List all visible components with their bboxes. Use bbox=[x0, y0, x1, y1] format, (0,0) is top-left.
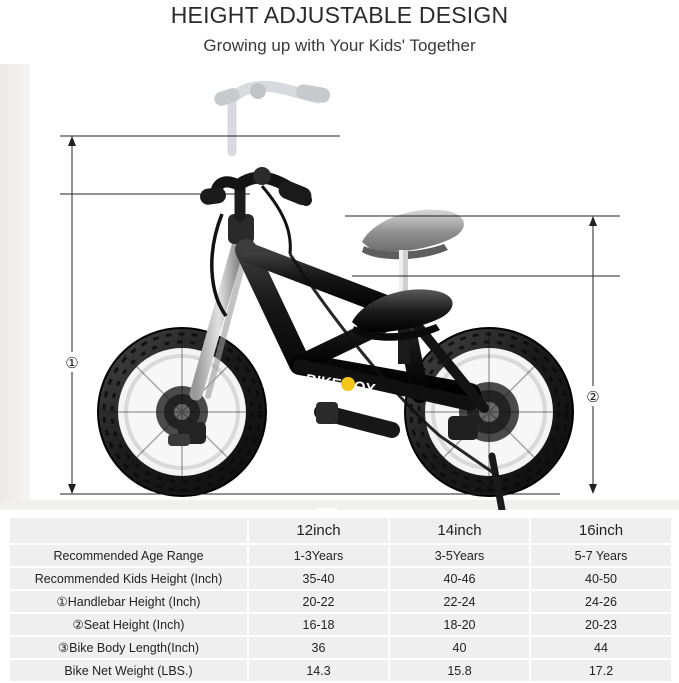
row-value: 40 bbox=[388, 635, 531, 660]
row-value: 40-46 bbox=[388, 566, 531, 591]
table-row: ③Bike Body Length(Inch) 36 40 44 bbox=[8, 635, 673, 660]
row-value: 1-3Years bbox=[247, 543, 390, 568]
column-header-14inch: 14inch bbox=[388, 516, 531, 545]
row-value: 18-20 bbox=[388, 612, 531, 637]
row-value: 35-40 bbox=[247, 566, 390, 591]
spec-table-container: 12inch 14inch 16inch Recommended Age Ran… bbox=[8, 516, 673, 683]
kickstand bbox=[488, 452, 506, 510]
table-row: Bike Net Weight (LBS.) 14.3 15.8 17.2 bbox=[8, 658, 673, 683]
column-header-12inch: 12inch bbox=[247, 516, 390, 545]
front-brake bbox=[168, 422, 206, 446]
bike-illustration: BIKE OY bbox=[97, 80, 574, 510]
column-header-16inch: 16inch bbox=[529, 516, 673, 545]
handlebar bbox=[200, 167, 312, 318]
row-label: Bike Net Weight (LBS.) bbox=[8, 658, 249, 683]
row-value: 22-24 bbox=[388, 589, 531, 614]
row-label: ②Seat Height (Inch) bbox=[8, 612, 249, 637]
row-value: 16-18 bbox=[247, 612, 390, 637]
row-value: 5-7 Years bbox=[529, 543, 673, 568]
table-row: ②Seat Height (Inch) 16-18 18-20 20-23 bbox=[8, 612, 673, 637]
table-row: Recommended Kids Height (Inch) 35-40 40-… bbox=[8, 566, 673, 591]
spec-table: 12inch 14inch 16inch Recommended Age Ran… bbox=[8, 516, 673, 683]
rear-brake bbox=[448, 416, 478, 440]
brake-cable bbox=[288, 253, 499, 478]
row-label: Recommended Kids Height (Inch) bbox=[8, 566, 249, 591]
table-corner-cell bbox=[8, 516, 249, 545]
table-row: ①Handlebar Height (Inch) 20-22 22-24 24-… bbox=[8, 589, 673, 614]
background-gradient bbox=[0, 64, 30, 510]
row-value: 44 bbox=[529, 635, 673, 660]
footrest bbox=[314, 402, 400, 438]
table-row: Recommended Age Range 1-3Years 3-5Years … bbox=[8, 543, 673, 568]
callout-2: ② bbox=[586, 389, 599, 406]
svg-text:BIKE: BIKE bbox=[304, 371, 342, 393]
seat-assembly bbox=[352, 289, 453, 364]
page-subtitle: Growing up with Your Kids' Together bbox=[203, 36, 476, 55]
svg-text:OY: OY bbox=[352, 378, 376, 398]
row-label: ①Handlebar Height (Inch) bbox=[8, 589, 249, 614]
callout-1: ① bbox=[65, 355, 78, 372]
product-diagram: BIKE OY bbox=[0, 64, 679, 510]
frame-decal: BIKE OY bbox=[304, 371, 376, 398]
table-header-row: 12inch 14inch 16inch bbox=[8, 516, 673, 545]
row-value: 3-5Years bbox=[388, 543, 531, 568]
ghost-seat bbox=[362, 209, 464, 308]
row-label: ③Bike Body Length(Inch) bbox=[8, 635, 249, 660]
row-value: 20-22 bbox=[247, 589, 390, 614]
row-value: 40-50 bbox=[529, 566, 673, 591]
ghost-handlebar bbox=[214, 80, 331, 157]
row-value: 15.8 bbox=[388, 658, 531, 683]
dimension-annotations: ① ② ③ bbox=[60, 135, 620, 510]
row-value: 14.3 bbox=[247, 658, 390, 683]
row-label: Recommended Age Range bbox=[8, 543, 249, 568]
background-floor bbox=[0, 500, 679, 510]
row-value: 20-23 bbox=[529, 612, 673, 637]
page-title: HEIGHT ADJUSTABLE DESIGN bbox=[170, 2, 509, 28]
row-value: 17.2 bbox=[529, 658, 673, 683]
row-value: 24-26 bbox=[529, 589, 673, 614]
row-value: 36 bbox=[247, 635, 390, 660]
